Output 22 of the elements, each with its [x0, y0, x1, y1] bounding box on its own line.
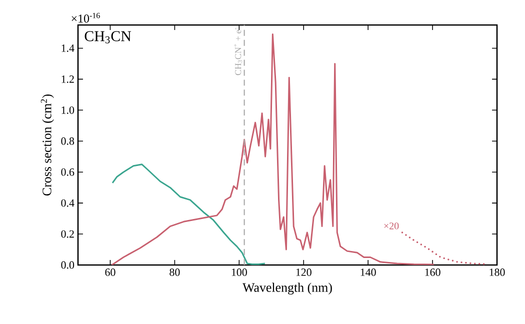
y-tick-label: 0.2: [61, 230, 74, 238]
y-tick-label: 1.2: [62, 75, 74, 83]
ref-line-label: CH$_{3}$CN$^{+}$ + e$^{-}$: [234, 28, 242, 76]
x-tick-label: 80: [170, 268, 180, 276]
y-tick-label: 0.0: [61, 261, 74, 269]
chart-title: CH$_{3}$CN: [84, 31, 132, 44]
annotation: ×20: [384, 222, 399, 230]
y-tick-label: 1.4: [62, 44, 74, 52]
y-tick-label: 0.8: [61, 137, 74, 145]
x-tick-label: 100: [232, 268, 247, 276]
x-tick-label: 180: [490, 268, 505, 276]
y-tick-label: 0.6: [61, 168, 74, 176]
x-tick-label: 120: [296, 268, 312, 276]
y-tick-label: 1.0: [62, 106, 74, 114]
line-series: [112, 164, 266, 265]
y-axis-title: Cross section (cm$^{2}$): [40, 94, 54, 196]
x-tick-label: 60: [105, 268, 116, 276]
y-tick-label: 0.4: [61, 199, 74, 207]
x-tick-label: 160: [425, 268, 440, 276]
x-axis-title: Wavelength (nm): [242, 282, 332, 295]
x-tick-label: 140: [360, 268, 376, 276]
text: ×10$^{-16}$: [72, 12, 100, 23]
